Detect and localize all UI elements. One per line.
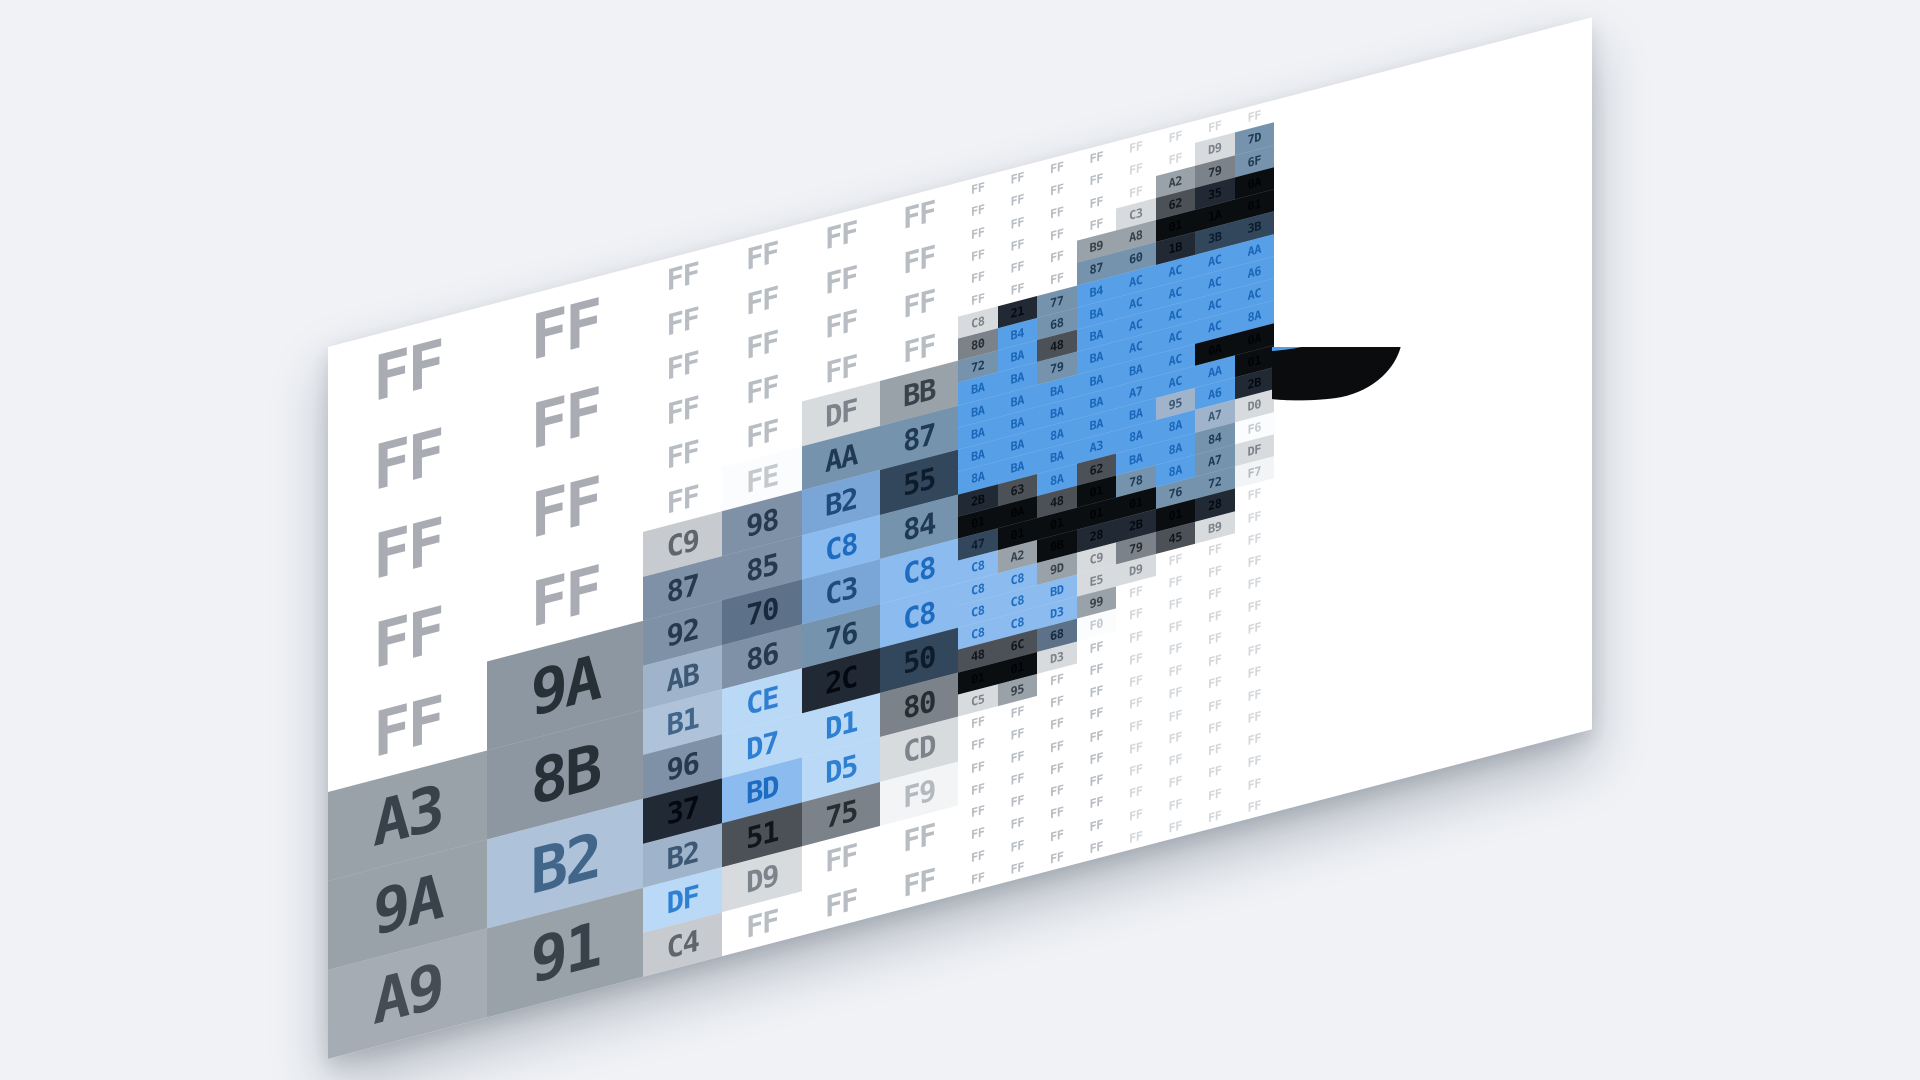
body-outline-black [1272,347,1403,401]
bird-artwork [1272,347,1403,401]
hex-sheet: FF FF FF FF FF A3 9A A9 FF FF FF FF 9A 8B B2 91 FF FF FF FF… [328,17,1592,1059]
